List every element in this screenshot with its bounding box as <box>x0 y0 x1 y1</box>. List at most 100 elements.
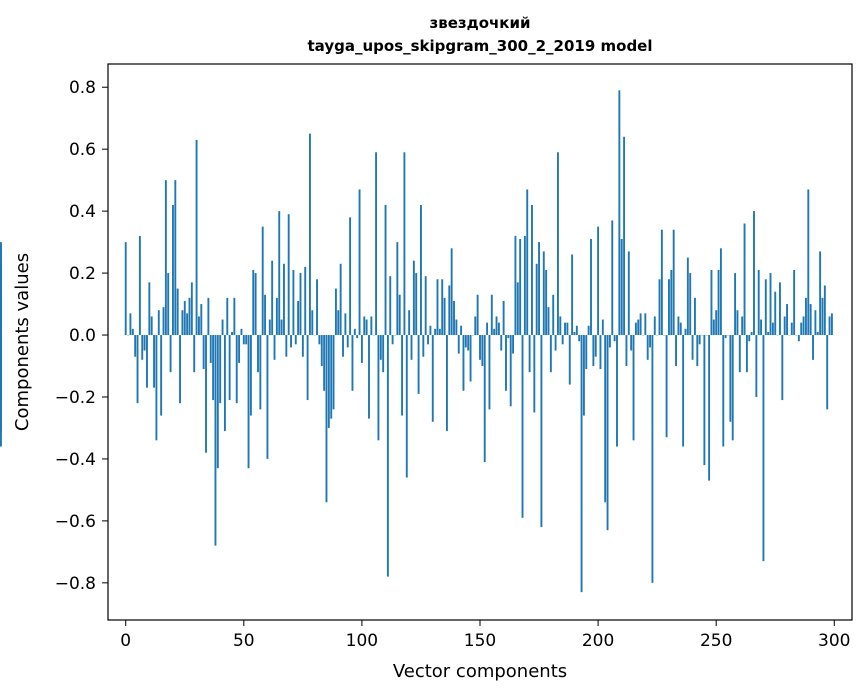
bar <box>306 335 309 401</box>
bar <box>351 335 354 391</box>
bar <box>136 335 139 404</box>
bar <box>467 335 470 351</box>
x-tick-label: 50 <box>233 631 255 651</box>
bar <box>762 335 765 562</box>
bar <box>143 335 146 351</box>
bar <box>767 331 770 336</box>
bar <box>197 316 200 336</box>
bar <box>301 335 304 357</box>
bar <box>188 297 191 336</box>
bar <box>216 335 219 469</box>
y-tick-label: 0.0 <box>69 326 96 346</box>
bar <box>398 294 401 336</box>
bar <box>412 260 415 336</box>
bar <box>247 335 250 469</box>
bar <box>330 335 333 419</box>
bar <box>736 310 739 336</box>
bar <box>325 335 328 503</box>
bar <box>568 335 571 385</box>
bar <box>141 335 144 360</box>
bar <box>608 335 611 348</box>
bar <box>0 260 2 336</box>
bar <box>0 335 2 401</box>
y-tick-label: −0.6 <box>55 512 96 532</box>
bar <box>698 335 701 345</box>
x-tick-label: 150 <box>464 631 496 651</box>
bar <box>590 239 592 336</box>
bar <box>571 254 574 336</box>
bar <box>453 300 455 336</box>
bar <box>462 335 465 391</box>
bar <box>507 335 510 339</box>
bar <box>408 310 411 336</box>
bar <box>382 335 385 373</box>
bar <box>370 316 373 336</box>
bar <box>434 328 437 336</box>
bar <box>826 335 829 410</box>
bar <box>287 214 290 336</box>
y-tick-label: 0.8 <box>69 78 96 98</box>
bar <box>604 335 607 503</box>
bar <box>396 242 399 336</box>
bar <box>332 335 335 410</box>
bar <box>542 251 545 336</box>
bar <box>297 300 300 336</box>
bar <box>729 335 732 422</box>
bar <box>528 335 531 373</box>
bar <box>365 319 368 336</box>
bar <box>630 335 633 351</box>
bar <box>264 294 267 336</box>
bar <box>415 273 418 336</box>
bar <box>417 335 420 394</box>
bar <box>207 297 210 336</box>
bar <box>259 335 262 410</box>
bar <box>318 335 321 345</box>
bar <box>153 335 155 388</box>
bar <box>805 297 807 336</box>
bar <box>689 273 692 336</box>
bar <box>828 316 831 336</box>
bar <box>682 335 685 447</box>
bar <box>821 297 824 336</box>
bar <box>443 297 446 336</box>
bar <box>226 297 229 336</box>
bar <box>448 285 451 336</box>
bar <box>476 294 479 336</box>
bar <box>138 235 141 336</box>
bar <box>531 204 533 336</box>
bar <box>273 335 276 360</box>
bar <box>793 269 796 336</box>
bar <box>540 335 543 528</box>
bar <box>488 335 491 410</box>
bar <box>285 335 288 357</box>
bar <box>221 319 224 336</box>
bar <box>290 335 292 348</box>
bar <box>353 328 356 336</box>
bar <box>786 304 788 336</box>
bar <box>240 328 243 336</box>
bar <box>814 310 817 336</box>
bar <box>436 279 439 336</box>
bar <box>616 335 618 447</box>
bar <box>410 335 413 360</box>
bar <box>519 239 522 336</box>
bar <box>360 335 363 363</box>
bar <box>337 310 340 336</box>
y-tick-label: −0.4 <box>55 450 96 470</box>
bar <box>523 235 526 336</box>
chart-subtitle: tayga_upos_skipgram_300_2_2019 model <box>308 37 653 55</box>
bar <box>146 335 148 388</box>
bar <box>500 335 503 351</box>
bar <box>214 335 217 546</box>
bar <box>797 335 800 342</box>
bar <box>275 297 278 336</box>
bar <box>606 335 609 531</box>
bar <box>164 180 167 336</box>
bar <box>639 313 642 336</box>
bar <box>157 310 160 336</box>
bar <box>552 294 555 336</box>
bar <box>582 335 585 416</box>
bar <box>150 316 153 336</box>
bar <box>601 319 604 336</box>
bar <box>620 239 623 336</box>
